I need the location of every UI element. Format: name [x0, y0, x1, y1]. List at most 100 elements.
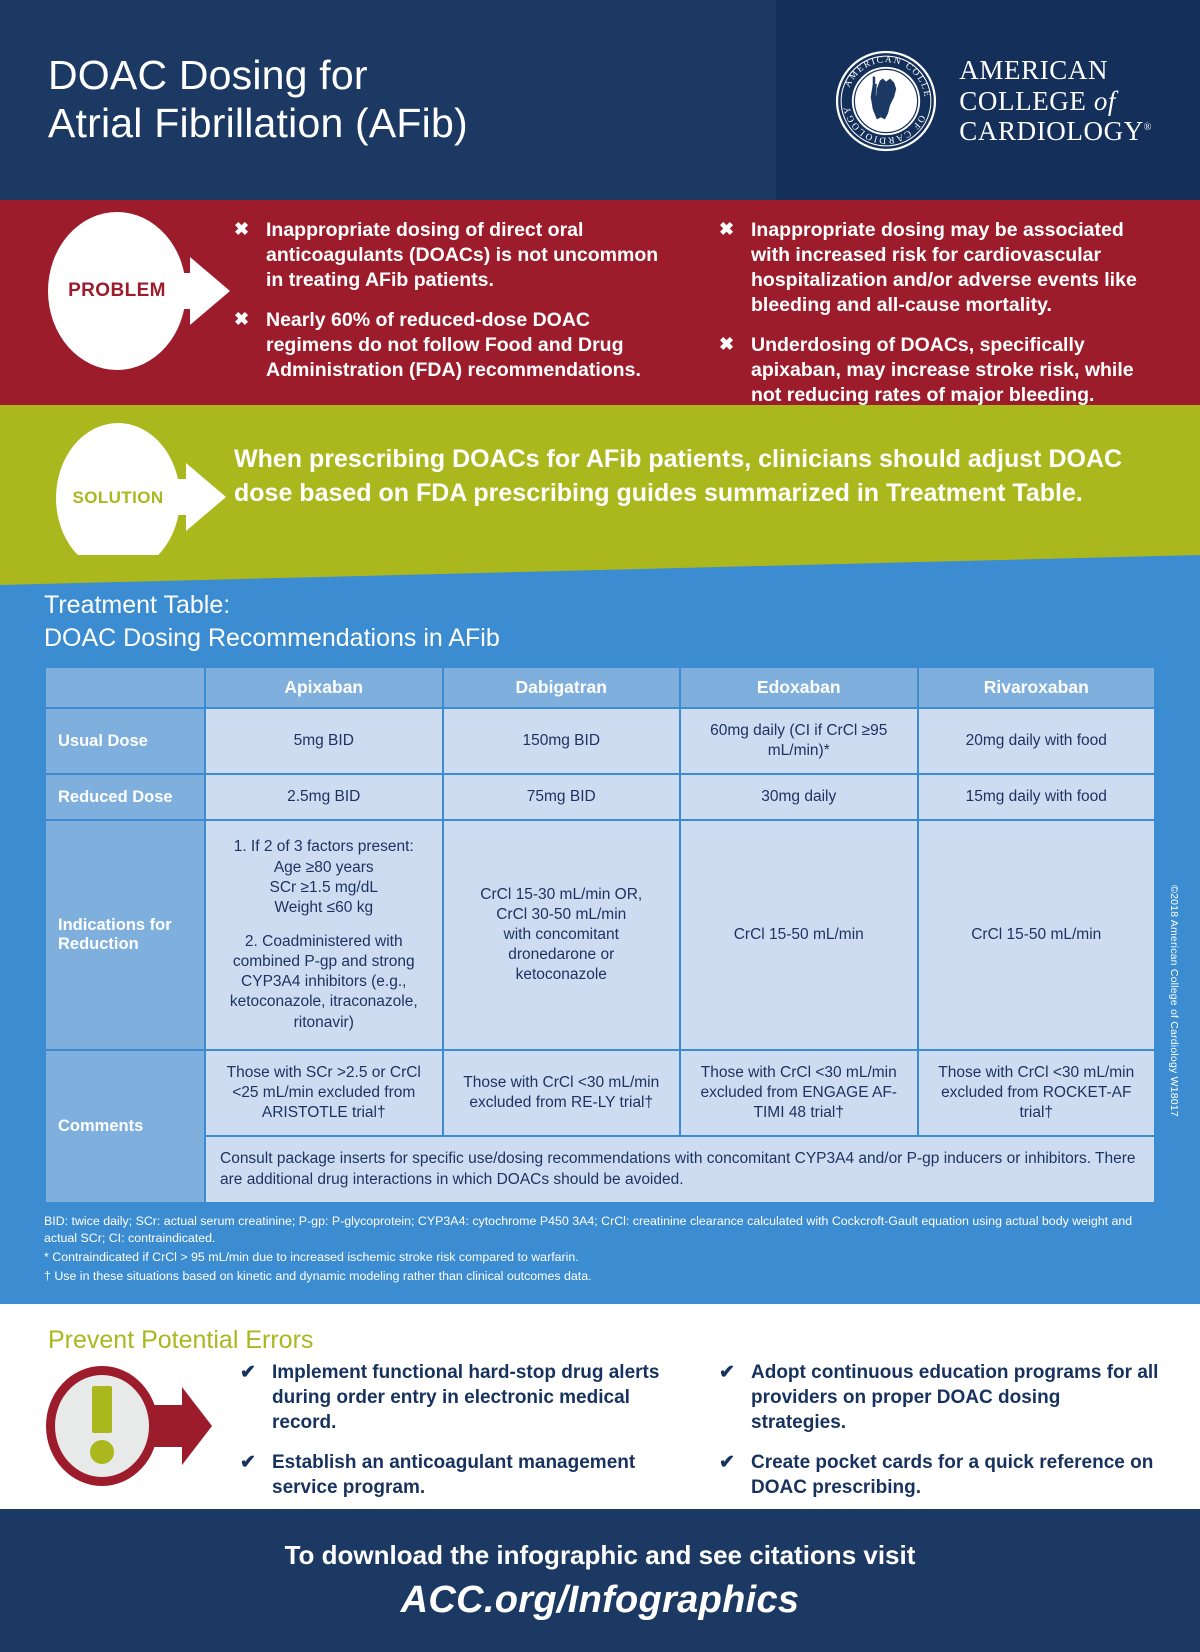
- prevent-errors-section: Prevent Potential Errors ✔ Implement func…: [0, 1304, 1200, 1510]
- problem-section: PROBLEM ✖ Inappropriate dosing of direct …: [0, 200, 1200, 406]
- cell-usual-edoxaban: 60mg daily (CI if CrCl ≥95 mL/min)*: [679, 706, 919, 776]
- problem-list-1: ✖ Inappropriate dosing of direct oral ant…: [234, 218, 679, 383]
- exclamation-warning-icon: [46, 1366, 212, 1487]
- footer-url[interactable]: ACC.org/Infographics: [400, 1578, 800, 1621]
- footnote-asterisk: * Contraindicated if CrCl > 95 mL/min du…: [44, 1250, 579, 1265]
- problem-column-2: ✖ Inappropriate dosing may be associated …: [701, 218, 1164, 423]
- list-item-text: Adopt continuous education programs for …: [751, 1362, 1159, 1433]
- table-row: Indications for Reduction 1. If 2 of 3 f…: [44, 819, 1156, 1051]
- cell-usual-rivaroxaban: 20mg daily with food: [916, 706, 1156, 776]
- prevent-column-2: ✔ Adopt continuous education programs for…: [701, 1361, 1160, 1516]
- solution-badge: SOLUTION: [34, 423, 234, 583]
- cell-indications-rivaroxaban: CrCl 15-50 mL/min: [916, 819, 1156, 1051]
- x-marker-icon: ✖: [719, 219, 735, 239]
- solution-text: When prescribing DOACs for AFib patients…: [234, 445, 1123, 507]
- page-footer: To download the infographic and see cita…: [0, 1509, 1200, 1652]
- cell-indications-apixaban: 1. If 2 of 3 factors present: Age ≥80 ye…: [204, 819, 444, 1051]
- page-header: DOAC Dosing for Atrial Fibrillation (AFi…: [0, 0, 1200, 200]
- acc-logo: AMERICAN COLLEGE OF CARDIOLOGY AMERICAN …: [835, 50, 1152, 152]
- problem-badge-label: PROBLEM: [68, 280, 166, 301]
- list-item: ✔ Create pocket cards for a quick referen…: [719, 1451, 1160, 1500]
- list-item-text: Inappropriate dosing of direct oral anti…: [266, 219, 659, 291]
- check-marker-icon: ✔: [240, 1452, 256, 1474]
- list-item-text: Implement functional hard-stop drug aler…: [272, 1362, 660, 1433]
- list-item-text: Underdosing of DOACs, specifically apixa…: [751, 333, 1134, 406]
- registered-mark: ®: [1143, 122, 1152, 134]
- cell-reduced-dabigatran: 75mg BID: [441, 773, 681, 822]
- indication-paragraph-2: 2. Coadministered with combined P-gp and…: [229, 932, 418, 1031]
- prevent-errors-heading: Prevent Potential Errors: [48, 1326, 314, 1355]
- cell-consult-note: Consult package inserts for specific use…: [204, 1135, 1156, 1204]
- row-label-comments: Comments: [44, 1048, 206, 1204]
- problem-list-2: ✖ Inappropriate dosing may be associated …: [719, 218, 1164, 408]
- list-item: ✔ Establish an anticoagulant management s…: [240, 1451, 681, 1500]
- list-item-text: Establish an anticoagulant management se…: [272, 1452, 636, 1499]
- header-cell-edoxaban: Edoxaban: [679, 666, 919, 709]
- row-label-indications: Indications for Reduction: [44, 819, 206, 1051]
- cell-reduced-apixaban: 2.5mg BID: [204, 773, 444, 822]
- list-item: ✖ Underdosing of DOACs, specifically apix…: [719, 333, 1164, 408]
- cell-usual-apixaban: 5mg BID: [204, 706, 444, 776]
- treatment-table-title: Treatment Table: DOAC Dosing Recommendat…: [44, 591, 500, 652]
- solution-badge-circle: SOLUTION: [56, 423, 180, 573]
- table-row: Comments Those with SCr >2.5 or CrCl <25…: [44, 1048, 1156, 1204]
- cell-indications-dabigatran: CrCl 15-30 mL/min OR, CrCl 30-50 mL/min …: [441, 819, 681, 1051]
- cell-comments-edoxaban: Those with CrCl <30 mL/min excluded from…: [679, 1048, 919, 1138]
- list-item-text: Inappropriate dosing may be associated w…: [751, 219, 1137, 316]
- acc-logo-text: AMERICAN COLLEGE of CARDIOLOGY®: [959, 55, 1152, 147]
- doac-dosing-table: Apixaban Dabigatran Edoxaban Rivaroxaban…: [44, 666, 1156, 1204]
- table-footnotes: BID: twice daily; SCr: actual serum crea…: [44, 1213, 1156, 1285]
- cell-reduced-rivaroxaban: 15mg daily with food: [916, 773, 1156, 822]
- problem-column-1: ✖ Inappropriate dosing of direct oral ant…: [234, 218, 701, 423]
- row-label-reduced-dose: Reduced Dose: [44, 773, 206, 822]
- check-marker-icon: ✔: [719, 1452, 735, 1474]
- cell-indications-edoxaban: CrCl 15-50 mL/min: [679, 819, 919, 1051]
- check-marker-icon: ✔: [719, 1362, 735, 1384]
- list-item-text: Create pocket cards for a quick referenc…: [751, 1452, 1154, 1499]
- indication-paragraph-1: 1. If 2 of 3 factors present: Age ≥80 ye…: [233, 838, 414, 916]
- list-item: ✖ Inappropriate dosing may be associated …: [719, 218, 1164, 318]
- x-marker-icon: ✖: [234, 219, 250, 239]
- list-item-text: Nearly 60% of reduced-dose DOAC regimens…: [266, 308, 641, 381]
- header-cell-dabigatran: Dabigatran: [441, 666, 681, 709]
- exclamation-badge: [40, 1361, 240, 1496]
- table-header-row: Apixaban Dabigatran Edoxaban Rivaroxaban: [44, 666, 1156, 709]
- x-marker-icon: ✖: [234, 308, 250, 329]
- prevent-columns: ✔ Implement functional hard-stop drug ale…: [240, 1361, 1200, 1516]
- prevent-column-1: ✔ Implement functional hard-stop drug ale…: [240, 1361, 701, 1516]
- problem-badge-circle: PROBLEM: [48, 212, 186, 370]
- problem-badge: PROBLEM: [34, 212, 234, 372]
- copyright-text: ©2018 American College of Cardiology W18…: [1168, 884, 1181, 1117]
- prevent-list-1: ✔ Implement functional hard-stop drug ale…: [240, 1361, 681, 1500]
- cell-usual-dabigatran: 150mg BID: [441, 706, 681, 776]
- header-right-panel: [776, 0, 1200, 200]
- footnote-dagger: † Use in these situations based on kinet…: [44, 1268, 592, 1283]
- table-row: Reduced Dose 2.5mg BID 75mg BID 30mg dai…: [44, 773, 1156, 822]
- solution-badge-label: SOLUTION: [72, 488, 164, 507]
- list-item: ✖ Nearly 60% of reduced-dose DOAC regimen…: [234, 308, 679, 383]
- row-label-usual-dose: Usual Dose: [44, 706, 206, 776]
- cell-comments-rivaroxaban: Those with CrCl <30 mL/min excluded from…: [916, 1048, 1156, 1138]
- header-cell-apixaban: Apixaban: [204, 666, 444, 709]
- page-title: DOAC Dosing for Atrial Fibrillation (AFi…: [48, 52, 468, 146]
- copyright-holder: ©2018 American College of Cardiology W18…: [1168, 875, 1194, 1135]
- list-item: ✔ Implement functional hard-stop drug ale…: [240, 1361, 681, 1435]
- header-cell-blank: [44, 666, 206, 709]
- footnote-abbreviations: BID: twice daily; SCr: actual serum crea…: [44, 1213, 1133, 1246]
- acc-seal-icon: AMERICAN COLLEGE OF CARDIOLOGY: [835, 50, 937, 152]
- problem-columns: ✖ Inappropriate dosing of direct oral ant…: [234, 200, 1200, 423]
- list-item: ✔ Adopt continuous education programs for…: [719, 1361, 1160, 1435]
- cell-comments-dabigatran: Those with CrCl <30 mL/min excluded from…: [441, 1048, 681, 1138]
- prevent-list-2: ✔ Adopt continuous education programs for…: [719, 1361, 1160, 1500]
- table-row: Usual Dose 5mg BID 150mg BID 60mg daily …: [44, 706, 1156, 776]
- logo-line-3: CARDIOLOGY®: [959, 116, 1152, 147]
- check-marker-icon: ✔: [240, 1362, 256, 1384]
- footer-caption: To download the infographic and see cita…: [284, 1539, 916, 1570]
- header-cell-rivaroxaban: Rivaroxaban: [916, 666, 1156, 709]
- x-marker-icon: ✖: [719, 333, 735, 354]
- cell-comments-apixaban: Those with SCr >2.5 or CrCl <25 mL/min e…: [204, 1048, 444, 1138]
- table-row: Consult package inserts for specific use…: [45, 1135, 1156, 1204]
- cell-reduced-edoxaban: 30mg daily: [679, 773, 919, 822]
- list-item: ✖ Inappropriate dosing of direct oral ant…: [234, 218, 679, 293]
- logo-line-1: AMERICAN: [959, 54, 1109, 85]
